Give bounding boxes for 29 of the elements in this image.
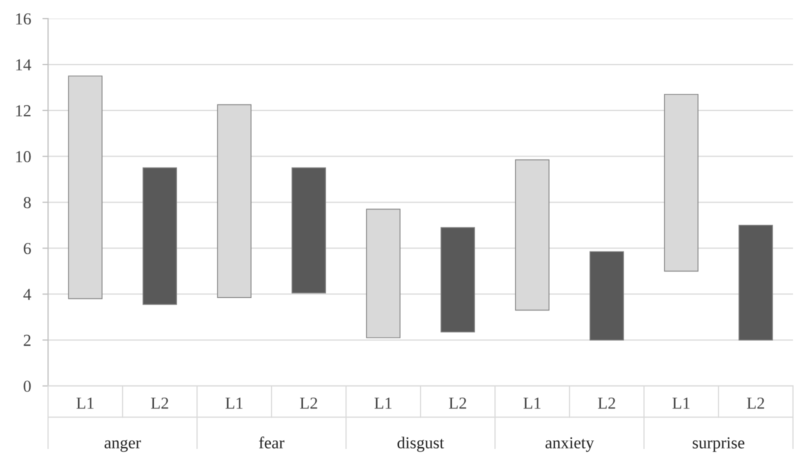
y-tick-label: 14	[16, 59, 32, 70]
x-tick-label: L1	[226, 398, 243, 409]
y-tick-label: 16	[16, 13, 31, 25]
x-tick-label: L1	[374, 398, 392, 409]
text: surprise	[692, 437, 744, 452]
x-tick-label: L2	[746, 398, 764, 409]
y-tick-label: 12	[16, 105, 30, 116]
text: disgust	[398, 436, 444, 452]
y-tick-label: 6	[24, 242, 31, 254]
bar	[590, 251, 624, 340]
bar	[738, 224, 773, 340]
text: anger	[104, 440, 141, 452]
bar	[440, 227, 475, 332]
y-tick-label: 0	[24, 380, 31, 392]
y-tick-label: 10	[16, 151, 31, 162]
x-tick-label: L2	[598, 398, 616, 409]
x-tick-label: L2	[448, 398, 466, 409]
x-tick-label: L1	[672, 398, 690, 409]
text: anxiety	[546, 437, 594, 452]
x-tick-label: L1	[76, 398, 94, 409]
x-tick-label: L2	[151, 398, 168, 409]
bar	[142, 167, 177, 305]
x-tick-label: L1	[523, 398, 541, 409]
x-tick-label: L2	[300, 398, 318, 409]
bar	[292, 167, 326, 294]
y-tick-label: 8	[24, 196, 31, 208]
y-tick-label: 2	[24, 334, 30, 346]
y-tick-label: 4	[23, 288, 32, 300]
text: fear	[259, 436, 284, 448]
